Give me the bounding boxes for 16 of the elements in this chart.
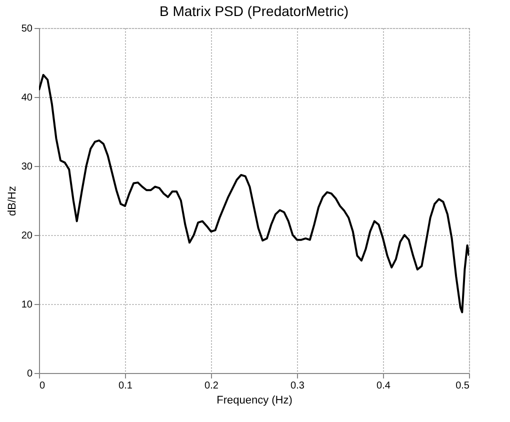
chart-title: B Matrix PSD (PredatorMetric) bbox=[159, 3, 349, 19]
y-axis-title: dB/Hz bbox=[6, 186, 18, 216]
y-tick-label: 40 bbox=[21, 92, 33, 104]
y-tick-label: 0 bbox=[26, 368, 33, 380]
x-axis-title: Frequency (Hz) bbox=[216, 394, 292, 406]
x-tick-label: 0.1 bbox=[118, 380, 133, 392]
x-tick-label: 0.3 bbox=[290, 380, 305, 392]
y-tick-label: 20 bbox=[21, 230, 33, 242]
x-tick-label: 0 bbox=[40, 380, 46, 392]
line-series bbox=[39, 74, 469, 314]
y-tick-label: 10 bbox=[21, 300, 33, 310]
y-tick-label: 30 bbox=[21, 162, 33, 172]
x-tick-label: 0.5 bbox=[456, 380, 470, 392]
y-tick-label: 50 bbox=[21, 24, 33, 34]
x-tick-label: 0.2 bbox=[204, 380, 219, 392]
x-tick-label: 0.4 bbox=[376, 380, 391, 392]
